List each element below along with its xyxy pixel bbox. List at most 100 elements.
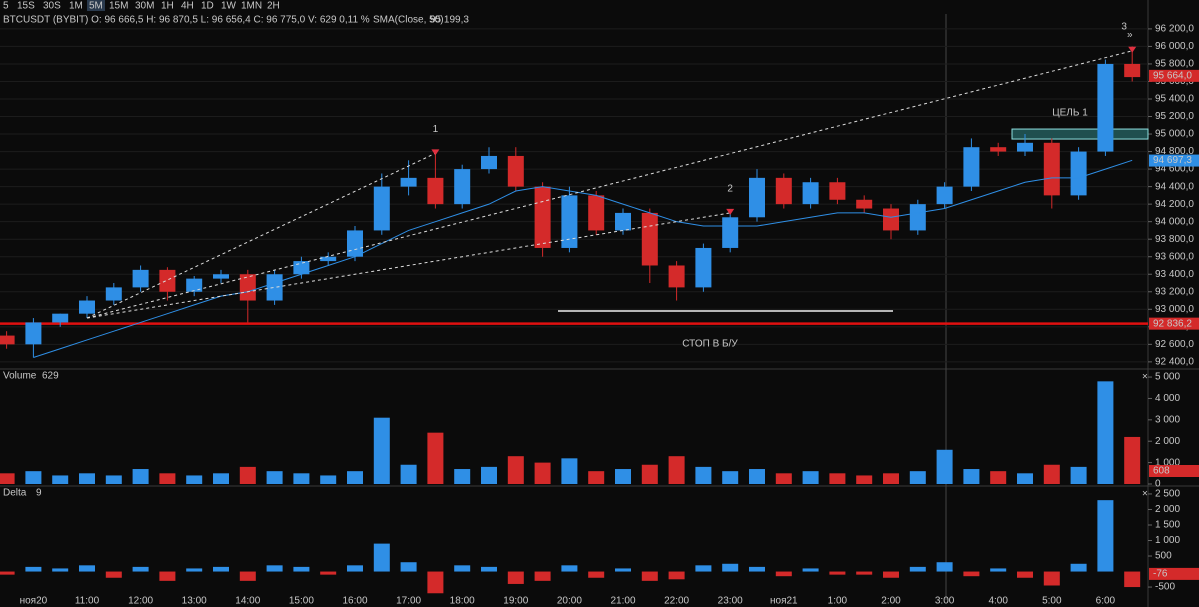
y-tick-label: 2 500 xyxy=(1155,489,1180,500)
bar xyxy=(668,571,685,580)
interval-button[interactable]: 5M xyxy=(89,1,103,12)
close-icon[interactable]: × xyxy=(1142,372,1148,383)
bar xyxy=(427,571,444,594)
price-badge xyxy=(1149,464,1199,477)
y-tick-label: 1 500 xyxy=(1155,520,1180,531)
point-marker xyxy=(431,149,440,156)
y-tick-label: 2 000 xyxy=(1155,436,1180,447)
bar xyxy=(266,471,283,484)
interval-button[interactable]: 15M xyxy=(109,1,128,12)
x-tick-label: 19:00 xyxy=(503,596,528,607)
bar xyxy=(561,458,578,484)
point-label: 2 xyxy=(727,184,733,195)
bar xyxy=(105,571,122,578)
bar xyxy=(909,471,926,484)
bar xyxy=(856,571,873,575)
y-tick-label: 1 000 xyxy=(1155,457,1180,468)
bar xyxy=(722,471,739,484)
y-tick-label: 0 xyxy=(1155,479,1161,490)
price-badge-label: 95 664,0 xyxy=(1153,71,1192,82)
x-tick-label: 20:00 xyxy=(557,596,582,607)
close-icon[interactable]: × xyxy=(1142,489,1148,500)
candle-body xyxy=(132,269,149,288)
candle-body xyxy=(400,177,417,187)
candle-body xyxy=(159,269,176,292)
bar xyxy=(132,566,149,572)
interval-button[interactable]: 1H xyxy=(161,1,174,12)
x-tick-label: 22:00 xyxy=(664,596,689,607)
bar xyxy=(239,571,256,581)
price-badge-label: -76 xyxy=(1153,569,1168,580)
y-tick-label: 96 200,0 xyxy=(1155,24,1194,35)
interval-button[interactable]: 2H xyxy=(267,1,280,12)
candle-body xyxy=(829,182,846,200)
panel-value: 9 xyxy=(36,488,42,499)
y-tick-label: 93 400,0 xyxy=(1155,269,1194,280)
y-tick-label: 95 400,0 xyxy=(1155,94,1194,105)
candle-body xyxy=(722,217,739,248)
trend-line xyxy=(86,152,436,319)
y-tick-label: 95 200,0 xyxy=(1155,111,1194,122)
x-tick-label: 5:00 xyxy=(1042,596,1062,607)
y-tick-label: 94 600,0 xyxy=(1155,164,1194,175)
y-tick-label: 3 000 xyxy=(1155,414,1180,425)
bar xyxy=(400,562,417,572)
x-tick-label: 12:00 xyxy=(128,596,153,607)
bar xyxy=(1043,464,1060,484)
bar xyxy=(936,449,953,484)
bar xyxy=(695,466,712,484)
point-marker xyxy=(726,208,735,215)
y-tick-label: 93 600,0 xyxy=(1155,251,1194,262)
interval-button[interactable]: 5 xyxy=(3,1,9,12)
interval-button[interactable]: 30S xyxy=(43,1,61,12)
bar xyxy=(668,456,685,484)
candle-body xyxy=(481,155,497,170)
y-tick-label: 94 000,0 xyxy=(1155,216,1194,227)
candle-body xyxy=(1043,142,1060,196)
interval-button[interactable]: 15S xyxy=(17,1,35,12)
bar xyxy=(105,475,122,484)
x-tick-label: 21:00 xyxy=(610,596,635,607)
x-tick-label: 3:00 xyxy=(935,596,955,607)
bar xyxy=(856,475,873,484)
candle-body xyxy=(615,212,631,231)
interval-button[interactable]: 4H xyxy=(181,1,194,12)
interval-button[interactable]: 1M xyxy=(69,1,83,12)
interval-button[interactable]: 1W xyxy=(221,1,237,12)
y-tick-label: 92 400,0 xyxy=(1155,357,1194,368)
bar xyxy=(79,565,95,572)
sma-value: 95 199,3 xyxy=(430,15,469,26)
point-marker xyxy=(1128,46,1137,53)
candle-body xyxy=(668,265,685,288)
y-tick-label: 93 800,0 xyxy=(1155,234,1194,245)
bar xyxy=(0,473,15,484)
bar xyxy=(534,571,551,581)
bar xyxy=(588,471,605,484)
bar xyxy=(427,432,444,484)
bar xyxy=(373,417,390,484)
y-tick-label: 4 000 xyxy=(1155,393,1180,404)
candle-body xyxy=(454,169,471,205)
y-tick-label: 95 000,0 xyxy=(1155,129,1194,140)
bar xyxy=(749,566,765,572)
candle-body xyxy=(534,186,551,248)
candle-body xyxy=(105,287,122,301)
bar xyxy=(507,456,524,484)
interval-button[interactable]: 1MN xyxy=(241,1,262,12)
bar xyxy=(320,571,337,575)
interval-button[interactable]: 1D xyxy=(201,1,214,12)
y-tick-label: 96 000,0 xyxy=(1155,41,1194,52)
bar xyxy=(159,473,176,484)
bar xyxy=(159,571,176,581)
bar xyxy=(802,568,819,572)
collapse-icon[interactable]: » xyxy=(1127,30,1133,41)
y-tick-label: -500 xyxy=(1155,582,1175,593)
interval-button[interactable]: 30M xyxy=(135,1,154,12)
bar xyxy=(1017,571,1033,578)
bar xyxy=(749,469,765,484)
candle-body xyxy=(52,313,69,323)
candle-body xyxy=(79,300,95,314)
candle-body xyxy=(936,186,953,205)
candle-body xyxy=(641,212,658,266)
